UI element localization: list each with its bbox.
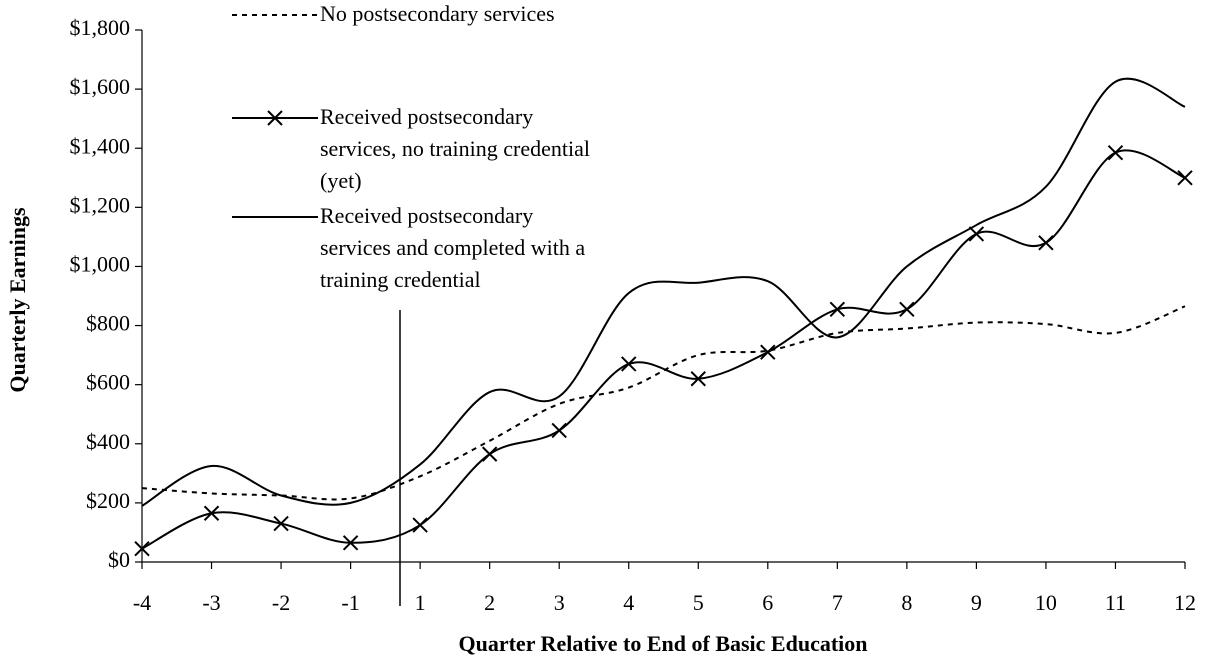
- legend-label: Received postsecondary services and comp…: [320, 203, 586, 292]
- x-tick-label: 5: [693, 590, 704, 615]
- x-tick-label: -2: [272, 590, 290, 615]
- marker: [690, 371, 706, 387]
- x-tick-label: 7: [832, 590, 843, 615]
- legend-marker: [267, 110, 283, 126]
- x-tick-label: 6: [762, 590, 773, 615]
- marker: [760, 344, 776, 360]
- marker: [273, 515, 289, 532]
- x-tick-label: 2: [484, 590, 495, 615]
- y-tick-label: $1,600: [70, 74, 131, 99]
- marker: [412, 517, 428, 533]
- marker: [829, 301, 846, 318]
- marker: [481, 446, 498, 462]
- x-tick-label: 10: [1035, 590, 1057, 615]
- x-tick-label: 8: [901, 590, 912, 615]
- x-tick-label: -1: [341, 590, 359, 615]
- y-tick-label: $1,000: [70, 251, 131, 276]
- series-line: [141, 149, 1186, 550]
- marker: [342, 535, 359, 551]
- marker: [551, 422, 567, 439]
- y-tick-label: $400: [86, 429, 130, 454]
- x-axis-title: Quarter Relative to End of Basic Educati…: [458, 631, 867, 656]
- y-tick-label: $1,800: [70, 15, 131, 40]
- x-tick-label: 3: [554, 590, 565, 615]
- marker: [968, 226, 985, 242]
- y-tick-label: $1,400: [70, 133, 131, 158]
- y-tick-label: $1,200: [70, 192, 131, 217]
- y-tick-label: $0: [108, 547, 130, 572]
- marker: [203, 505, 220, 521]
- marker: [1038, 235, 1054, 251]
- legend-label: No postsecondary services: [320, 1, 555, 26]
- y-tick-label: $800: [86, 311, 130, 336]
- y-axis-title: Quarterly Earnings: [5, 207, 30, 393]
- x-tick-label: -3: [202, 590, 220, 615]
- marker: [134, 540, 150, 557]
- x-tick-label: 12: [1174, 590, 1196, 615]
- series-line: [141, 77, 1186, 507]
- x-tick-label: -4: [133, 590, 151, 615]
- y-tick-label: $200: [86, 488, 130, 513]
- x-tick-label: 9: [971, 590, 982, 615]
- x-tick-label: 11: [1105, 590, 1126, 615]
- marker: [1177, 170, 1193, 186]
- marker: [1107, 144, 1124, 161]
- legend-label: Received postsecondary services, no trai…: [320, 104, 591, 193]
- marker: [621, 356, 637, 372]
- y-tick-label: $600: [86, 370, 130, 395]
- x-tick-label: 4: [623, 590, 634, 615]
- series-line: [141, 305, 1186, 501]
- x-tick-label: 1: [415, 590, 426, 615]
- marker: [899, 301, 915, 318]
